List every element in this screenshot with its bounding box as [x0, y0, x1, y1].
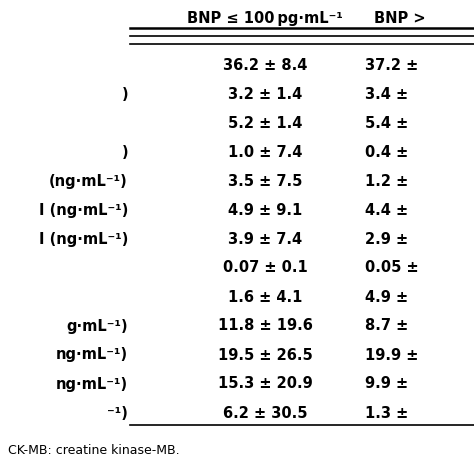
Text: 4.9 ±: 4.9 ±: [365, 290, 408, 304]
Text: 5.2 ± 1.4: 5.2 ± 1.4: [228, 116, 302, 130]
Text: 8.7 ±: 8.7 ±: [365, 319, 408, 334]
Text: BNP >: BNP >: [374, 10, 426, 26]
Text: 36.2 ± 8.4: 36.2 ± 8.4: [223, 57, 307, 73]
Text: 11.8 ± 19.6: 11.8 ± 19.6: [218, 319, 312, 334]
Text: 15.3 ± 20.9: 15.3 ± 20.9: [218, 376, 312, 392]
Text: 5.4 ±: 5.4 ±: [365, 116, 408, 130]
Text: 6.2 ± 30.5: 6.2 ± 30.5: [223, 405, 307, 420]
Text: 0.4 ±: 0.4 ±: [365, 145, 408, 159]
Text: 4.9 ± 9.1: 4.9 ± 9.1: [228, 202, 302, 218]
Text: 1.2 ±: 1.2 ±: [365, 173, 408, 189]
Text: 37.2 ±: 37.2 ±: [365, 57, 418, 73]
Text: ng·mL⁻¹): ng·mL⁻¹): [56, 347, 128, 363]
Text: ): ): [121, 145, 128, 159]
Text: 19.5 ± 26.5: 19.5 ± 26.5: [218, 347, 312, 363]
Text: (ng·mL⁻¹): (ng·mL⁻¹): [49, 173, 128, 189]
Text: I (ng·mL⁻¹): I (ng·mL⁻¹): [38, 231, 128, 246]
Text: 1.3 ±: 1.3 ±: [365, 405, 408, 420]
Text: ): ): [121, 86, 128, 101]
Text: 3.4 ±: 3.4 ±: [365, 86, 408, 101]
Text: 1.6 ± 4.1: 1.6 ± 4.1: [228, 290, 302, 304]
Text: 19.9 ±: 19.9 ±: [365, 347, 419, 363]
Text: 3.5 ± 7.5: 3.5 ± 7.5: [228, 173, 302, 189]
Text: BNP ≤ 100 pg·mL⁻¹: BNP ≤ 100 pg·mL⁻¹: [187, 10, 343, 26]
Text: ⁻¹): ⁻¹): [107, 405, 128, 420]
Text: I (ng·mL⁻¹): I (ng·mL⁻¹): [38, 202, 128, 218]
Text: CK-MB: creatine kinase-MB.: CK-MB: creatine kinase-MB.: [8, 444, 180, 456]
Text: 3.2 ± 1.4: 3.2 ± 1.4: [228, 86, 302, 101]
Text: 1.0 ± 7.4: 1.0 ± 7.4: [228, 145, 302, 159]
Text: g·mL⁻¹): g·mL⁻¹): [66, 319, 128, 334]
Text: 9.9 ±: 9.9 ±: [365, 376, 408, 392]
Text: 4.4 ±: 4.4 ±: [365, 202, 408, 218]
Text: 0.07 ± 0.1: 0.07 ± 0.1: [223, 261, 307, 275]
Text: 2.9 ±: 2.9 ±: [365, 231, 408, 246]
Text: ng·mL⁻¹): ng·mL⁻¹): [56, 376, 128, 392]
Text: 3.9 ± 7.4: 3.9 ± 7.4: [228, 231, 302, 246]
Text: 0.05 ±: 0.05 ±: [365, 261, 419, 275]
